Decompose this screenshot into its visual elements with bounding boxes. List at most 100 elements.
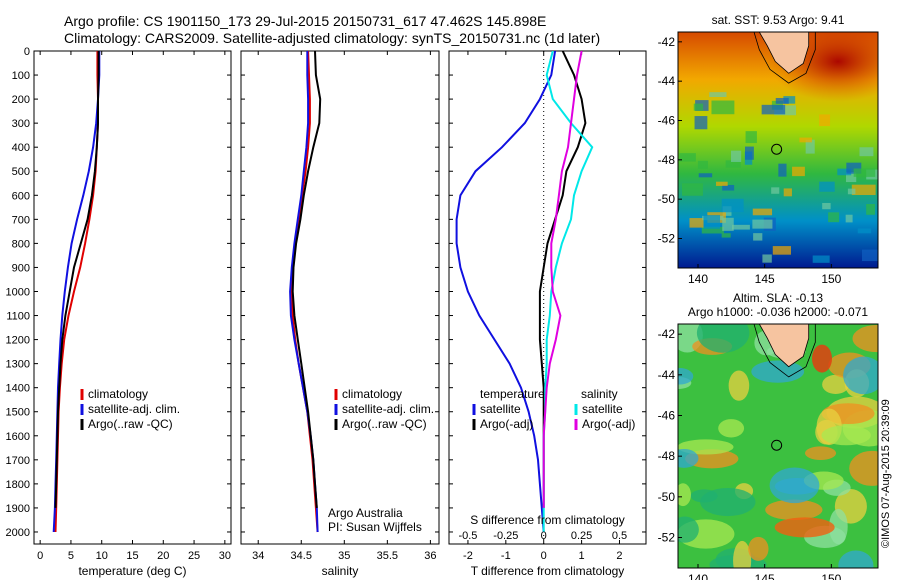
sst-patch [861,249,878,262]
sst-patch [745,131,757,144]
y-tick-label: 2000 [6,527,30,539]
sla-anomaly [821,425,871,446]
sla-anomaly [700,487,756,517]
sla-anomaly [843,356,878,395]
map-frame [677,31,879,269]
sla-anomaly [765,499,823,521]
sst-patch [762,254,772,263]
s-tick-label: -0.5 [458,530,477,542]
x-tick-label: -1 [501,550,511,562]
sst-patch [819,114,831,127]
x-tick-label: 25 [188,550,200,562]
profile-location-marker [771,439,783,451]
x-tick-label: 35.5 [377,550,398,562]
latitude-tick-label: -46 [658,114,676,128]
y-tick-label: 600 [12,190,30,202]
sst-patch [697,160,708,169]
s-difference-axis-label: S difference from climatology [470,513,625,527]
sst-patch [859,147,874,157]
sst-patch [694,116,708,130]
y-tick-label: 800 [12,238,30,250]
sst-patch [752,208,773,216]
argo-credit: PI: Susan Wijffels [328,520,422,534]
sst-patch [819,181,835,192]
sst-patch [772,246,791,255]
salinity-x-axis-label: salinity [322,564,359,578]
shelf-contour [753,32,816,84]
sst-patch [721,198,744,213]
sst-patch [805,139,815,154]
sla-anomaly [838,550,874,568]
latitude-tick-label: -44 [658,368,676,382]
x-tick-label: 34.5 [291,550,312,562]
sst-patch [725,160,741,168]
sst-patch [721,233,731,238]
y-tick-label: 1000 [6,286,30,298]
y-tick-label: 1300 [6,359,30,371]
y-tick-label: 1100 [6,311,30,323]
map-title: sat. SST: 9.53 Argo: 9.41 [712,13,845,27]
x-tick-label: 35 [338,550,350,562]
sla-anomaly [751,360,805,383]
sst-patch [846,162,862,174]
sst-map-panel: 140 145 150 -42 -44 -46 -48 -50 -52 sat. SST: 9.5… [658,13,879,286]
sla-anomaly [678,516,699,543]
latitude-tick-label: -44 [658,74,676,88]
x-tick-label: 2 [616,550,622,562]
tasmania-landmass [758,32,810,74]
sst-patch [812,255,830,263]
sla-anomaly [678,483,691,507]
argo-credit: Argo Australia [328,506,403,520]
legend-entry: climatology [342,387,402,401]
x-tick-label: 1 [579,550,585,562]
sst-patch [701,226,724,234]
sla-map-panel: 140 145 150 -42 -44 -46 -48 -50 -52 Altim. SLA: -… [658,291,879,580]
x-tick-label: 15 [126,550,138,562]
sla-anomaly [728,370,750,401]
sst-patch [828,212,840,223]
y-tick-label: 300 [12,118,30,130]
y-tick-label: 1200 [6,335,30,347]
sla-anomaly [774,517,835,538]
sst-patch [845,214,853,223]
latitude-tick-label: -42 [658,35,676,49]
longitude-tick-label: 145 [755,572,775,580]
legend-entry: satellite [480,402,521,416]
sst-patch [703,215,721,229]
sst-patch [731,150,742,162]
y-tick-label: 500 [12,166,30,178]
x-tick-label: 5 [68,550,74,562]
y-tick-label: 700 [12,214,30,226]
longitude-tick-label: 140 [688,272,708,286]
s-tick-label: 0.5 [612,530,627,542]
x-tick-label: 20 [157,550,169,562]
sst-patch [837,168,852,176]
y-tick-label: 0 [24,46,30,58]
legend-entry: Argo(..raw -QC) [342,417,427,431]
longitude-tick-label: 140 [688,572,708,580]
sla-anomaly [822,374,850,395]
sst-patch [792,166,805,177]
x-tick-label: 10 [96,550,108,562]
temperature-series-argo-raw-qc- [54,51,100,508]
difference-series-satellite [455,51,557,533]
legend-entry: climatology [88,387,148,401]
latitude-tick-label: -42 [658,327,676,341]
legend-entry: Argo(..raw -QC) [88,417,173,431]
legend-entry: Argo(-adj) [582,417,635,431]
sst-patch [711,100,735,115]
s-tick-label: -0.25 [493,530,518,542]
s-tick-label: 0.25 [571,530,592,542]
difference-panel: -2 -1 0 1 2 T difference from climatology temp… [448,50,647,578]
shelf-contour [753,324,816,378]
sla-anomaly [804,446,837,460]
sst-patch [775,97,789,104]
sla-anomaly [718,419,745,438]
x-tick-label: 34 [252,550,264,562]
sst-patch [722,184,735,191]
latitude-tick-label: -46 [658,409,676,423]
sst-patch [778,163,787,177]
sla-anomaly [852,324,878,353]
sst-patch [745,146,754,160]
y-tick-label: 1900 [6,503,30,515]
